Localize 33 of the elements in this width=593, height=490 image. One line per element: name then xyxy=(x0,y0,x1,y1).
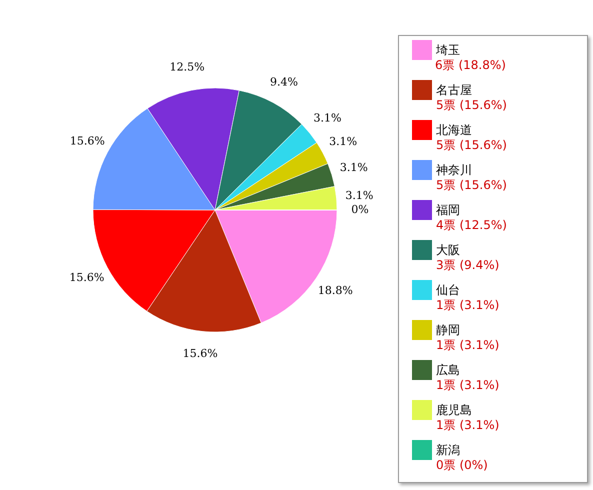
data-label: 3.1% xyxy=(329,135,358,148)
data-label: 18.8% xyxy=(318,284,353,297)
legend-label: 鹿児島 xyxy=(436,403,472,417)
text: 4票 (12.5%) xyxy=(436,218,507,232)
legend-label: 仙台 xyxy=(436,283,460,297)
text: 5票 (15.6%) xyxy=(436,138,507,152)
legend-label: 埼玉 xyxy=(435,43,460,57)
text: 6票 (18.8%) xyxy=(435,58,506,72)
legend-label: 福岡 xyxy=(436,203,460,217)
text: 0% xyxy=(351,203,369,216)
text: 3票 (9.4%) xyxy=(436,258,500,272)
text: 5票 (15.6%) xyxy=(436,178,507,192)
data-label: 15.6% xyxy=(69,270,104,284)
data-label: 12.5% xyxy=(170,60,205,74)
data-label: 3.1% xyxy=(345,188,374,202)
legend-label: 新潟 xyxy=(436,443,460,457)
data-label: 3.1% xyxy=(340,161,368,174)
data-label: 15.6% xyxy=(70,134,105,148)
text: 1票 (3.1%) xyxy=(436,378,500,392)
text: 1票 (3.1%) xyxy=(436,418,500,432)
data-label: 9.4% xyxy=(270,75,298,88)
legend-label: 北海道 xyxy=(436,123,472,137)
data-label: 15.6% xyxy=(182,347,218,360)
legend-label: 神奈川 xyxy=(436,163,472,177)
legend-label: 大阪 xyxy=(436,243,460,257)
text: 1票 (3.1%) xyxy=(436,298,500,312)
text: 1票 (3.1%) xyxy=(436,338,500,352)
legend-label: 広島 xyxy=(436,363,460,377)
text: 5票 (15.6%) xyxy=(436,98,507,112)
legend-label: 名古屋 xyxy=(436,83,472,97)
legend-label: 静岡 xyxy=(436,323,460,337)
data-label: 3.1% xyxy=(314,112,342,125)
text: 0票 (0%) xyxy=(436,458,488,472)
